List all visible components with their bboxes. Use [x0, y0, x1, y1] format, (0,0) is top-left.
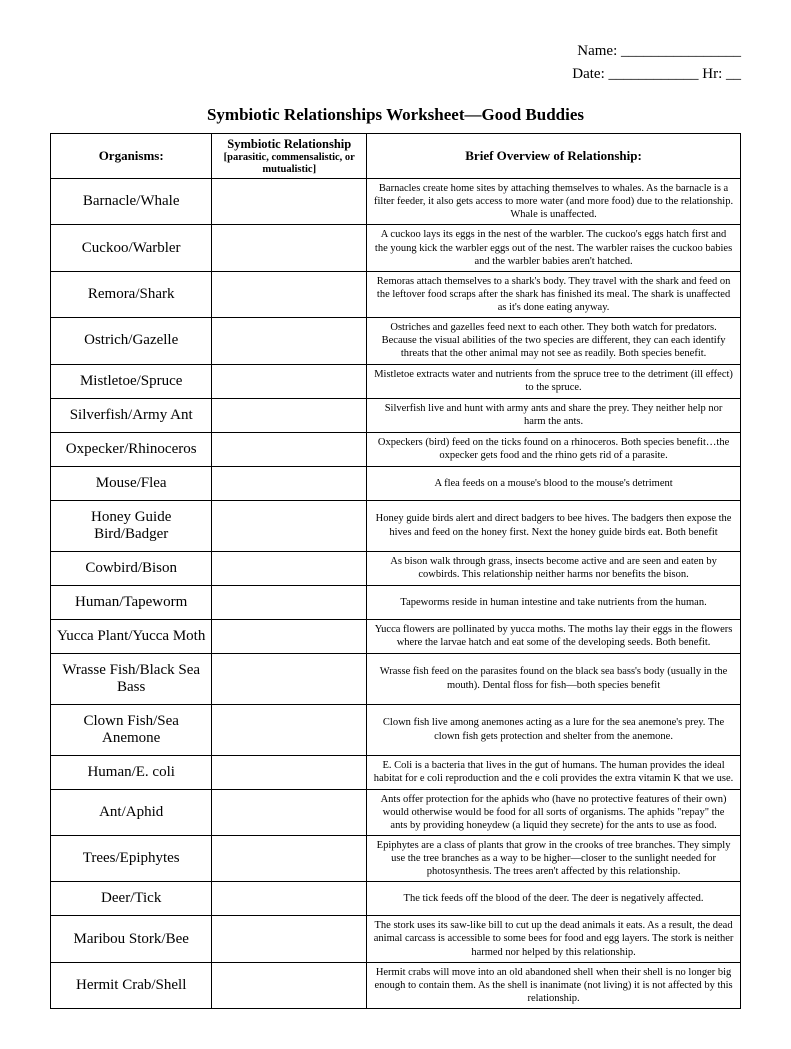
organism-cell: Clown Fish/Sea Anemone — [51, 704, 212, 755]
table-row: Human/Tapeworm Tapeworms reside in human … — [51, 585, 741, 619]
organism-cell: Ostrich/Gazelle — [51, 318, 212, 364]
col-relationship: Symbiotic Relationship [parasitic, comme… — [212, 134, 367, 179]
table-row: Cuckoo/Warbler A cuckoo lays its eggs in … — [51, 225, 741, 271]
overview-cell: Oxpeckers (bird) feed on the ticks found… — [367, 432, 741, 466]
header-block: Name: ________________ Date: ___________… — [50, 40, 741, 85]
overview-cell: Ants offer protection for the aphids who… — [367, 789, 741, 835]
table-row: Human/E. coli E. Coli is a bacteria that … — [51, 755, 741, 789]
organism-cell: Cowbird/Bison — [51, 551, 212, 585]
overview-cell: The stork uses its saw-like bill to cut … — [367, 916, 741, 962]
relationship-cell[interactable] — [212, 225, 367, 271]
table-row: Ostrich/Gazelle Ostriches and gazelles fe… — [51, 318, 741, 364]
table-row: Honey Guide Bird/Badger Honey guide birds… — [51, 500, 741, 551]
overview-cell: A flea feeds on a mouse's blood to the m… — [367, 466, 741, 500]
table-row: Cowbird/Bison As bison walk through grass… — [51, 551, 741, 585]
table-row: Remora/Shark Remoras attach themselves to… — [51, 271, 741, 317]
organism-cell: Barnacle/Whale — [51, 179, 212, 225]
relationship-cell[interactable] — [212, 466, 367, 500]
relationship-cell[interactable] — [212, 179, 367, 225]
table-row: Mouse/Flea A flea feeds on a mouse's bloo… — [51, 466, 741, 500]
overview-cell: As bison walk through grass, insects bec… — [367, 551, 741, 585]
table-row: Deer/Tick The tick feeds off the blood of… — [51, 882, 741, 916]
relationship-cell[interactable] — [212, 500, 367, 551]
worksheet-table: Organisms: Symbiotic Relationship [paras… — [50, 133, 741, 1009]
overview-cell: Yucca flowers are pollinated by yucca mo… — [367, 619, 741, 653]
table-row: Barnacle/Whale Barnacles create home site… — [51, 179, 741, 225]
relationship-cell[interactable] — [212, 835, 367, 881]
organism-cell: Deer/Tick — [51, 882, 212, 916]
relationship-cell[interactable] — [212, 755, 367, 789]
overview-cell: Wrasse fish feed on the parasites found … — [367, 653, 741, 704]
overview-cell: Remoras attach themselves to a shark's b… — [367, 271, 741, 317]
organism-cell: Remora/Shark — [51, 271, 212, 317]
table-row: Mistletoe/Spruce Mistletoe extracts water… — [51, 364, 741, 398]
overview-cell: Barnacles create home sites by attaching… — [367, 179, 741, 225]
overview-cell: The tick feeds off the blood of the deer… — [367, 882, 741, 916]
overview-cell: Tapeworms reside in human intestine and … — [367, 585, 741, 619]
table-row: Trees/Epiphytes Epiphytes are a class of … — [51, 835, 741, 881]
overview-cell: Ostriches and gazelles feed next to each… — [367, 318, 741, 364]
organism-cell: Cuckoo/Warbler — [51, 225, 212, 271]
table-row: Ant/Aphid Ants offer protection for the a… — [51, 789, 741, 835]
relationship-cell[interactable] — [212, 653, 367, 704]
col-relationship-main: Symbiotic Relationship — [227, 137, 351, 151]
organism-cell: Mistletoe/Spruce — [51, 364, 212, 398]
col-overview: Brief Overview of Relationship: — [367, 134, 741, 179]
date-line: Date: ____________ Hr: __ — [50, 63, 741, 86]
table-row: Maribou Stork/Bee The stork uses its saw-… — [51, 916, 741, 962]
relationship-cell[interactable] — [212, 962, 367, 1008]
name-line: Name: ________________ — [50, 40, 741, 63]
table-row: Oxpecker/Rhinoceros Oxpeckers (bird) feed… — [51, 432, 741, 466]
organism-cell: Wrasse Fish/Black Sea Bass — [51, 653, 212, 704]
relationship-cell[interactable] — [212, 364, 367, 398]
organism-cell: Mouse/Flea — [51, 466, 212, 500]
relationship-cell[interactable] — [212, 619, 367, 653]
relationship-cell[interactable] — [212, 318, 367, 364]
relationship-cell[interactable] — [212, 916, 367, 962]
organism-cell: Ant/Aphid — [51, 789, 212, 835]
overview-cell: Hermit crabs will move into an old aband… — [367, 962, 741, 1008]
relationship-cell[interactable] — [212, 585, 367, 619]
overview-cell: Epiphytes are a class of plants that gro… — [367, 835, 741, 881]
organism-cell: Silverfish/Army Ant — [51, 398, 212, 432]
relationship-cell[interactable] — [212, 551, 367, 585]
col-organisms: Organisms: — [51, 134, 212, 179]
organism-cell: Maribou Stork/Bee — [51, 916, 212, 962]
table-row: Yucca Plant/Yucca Moth Yucca flowers are … — [51, 619, 741, 653]
page-title: Symbiotic Relationships Worksheet—Good B… — [50, 105, 741, 125]
table-header-row: Organisms: Symbiotic Relationship [paras… — [51, 134, 741, 179]
relationship-cell[interactable] — [212, 271, 367, 317]
table-body: Barnacle/Whale Barnacles create home site… — [51, 179, 741, 1009]
table-row: Clown Fish/Sea Anemone Clown fish live am… — [51, 704, 741, 755]
organism-cell: Oxpecker/Rhinoceros — [51, 432, 212, 466]
col-relationship-sub: [parasitic, commensalistic, or mutualist… — [216, 152, 362, 175]
relationship-cell[interactable] — [212, 432, 367, 466]
overview-cell: Honey guide birds alert and direct badge… — [367, 500, 741, 551]
relationship-cell[interactable] — [212, 398, 367, 432]
overview-cell: Clown fish live among anemones acting as… — [367, 704, 741, 755]
organism-cell: Hermit Crab/Shell — [51, 962, 212, 1008]
table-row: Silverfish/Army Ant Silverfish live and h… — [51, 398, 741, 432]
relationship-cell[interactable] — [212, 789, 367, 835]
relationship-cell[interactable] — [212, 704, 367, 755]
overview-cell: A cuckoo lays its eggs in the nest of th… — [367, 225, 741, 271]
relationship-cell[interactable] — [212, 882, 367, 916]
organism-cell: Honey Guide Bird/Badger — [51, 500, 212, 551]
table-row: Hermit Crab/Shell Hermit crabs will move … — [51, 962, 741, 1008]
overview-cell: Silverfish live and hunt with army ants … — [367, 398, 741, 432]
overview-cell: Mistletoe extracts water and nutrients f… — [367, 364, 741, 398]
organism-cell: Trees/Epiphytes — [51, 835, 212, 881]
overview-cell: E. Coli is a bacteria that lives in the … — [367, 755, 741, 789]
organism-cell: Human/E. coli — [51, 755, 212, 789]
organism-cell: Yucca Plant/Yucca Moth — [51, 619, 212, 653]
table-row: Wrasse Fish/Black Sea Bass Wrasse fish fe… — [51, 653, 741, 704]
organism-cell: Human/Tapeworm — [51, 585, 212, 619]
